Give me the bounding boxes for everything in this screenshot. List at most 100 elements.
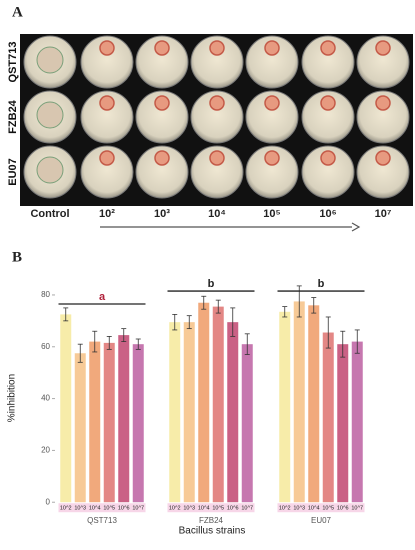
label-strip <box>58 503 146 513</box>
bar-label: 10^6 <box>227 506 239 512</box>
colony <box>154 95 170 111</box>
column-label: 10⁷ <box>375 208 392 220</box>
bar-label: 10^5 <box>322 506 334 512</box>
significance-letter: b <box>208 278 215 290</box>
bar-label: 10^7 <box>132 506 144 512</box>
label-strip <box>277 503 365 513</box>
bar-label: 10^2 <box>60 506 72 512</box>
colony <box>320 150 336 166</box>
colony <box>36 46 64 74</box>
colony <box>375 40 391 56</box>
y-tick-label: 20 <box>41 446 50 455</box>
row-label: EU07 <box>7 158 19 186</box>
row-label: FZB24 <box>7 99 19 134</box>
y-tick-label: 80 <box>41 290 50 299</box>
bar-label: 10^3 <box>74 506 86 512</box>
x-axis-title: Bacillus strains <box>179 526 246 537</box>
x-tick-label: FZB24 <box>199 516 224 525</box>
column-label: 10⁴ <box>208 208 226 220</box>
petri-dish <box>356 90 410 144</box>
bar <box>198 302 210 503</box>
colony <box>264 150 280 166</box>
bar-label: 10^5 <box>212 506 224 512</box>
petri-dish <box>245 145 299 199</box>
bar-label: 10^7 <box>241 506 253 512</box>
petri-dish <box>135 90 189 144</box>
bar-label: 10^7 <box>351 506 363 512</box>
column-label: 10⁶ <box>319 208 336 220</box>
petri-dish <box>80 145 134 199</box>
bar-label: 10^4 <box>308 506 320 512</box>
petri-dish <box>135 145 189 199</box>
bar-label: 10^4 <box>198 506 210 512</box>
bar <box>183 322 195 503</box>
bar <box>60 314 72 503</box>
significance-letter: a <box>99 291 106 303</box>
label-strip <box>167 503 255 513</box>
row-label: QST713 <box>7 42 19 83</box>
colony <box>99 150 115 166</box>
bar-label: 10^3 <box>293 506 305 512</box>
colony <box>320 40 336 56</box>
x-tick-label: EU07 <box>311 516 332 525</box>
bar-label: 10^6 <box>118 506 130 512</box>
petri-dish <box>356 35 410 89</box>
panel-label: A <box>12 4 23 20</box>
bar-label: 10^5 <box>103 506 115 512</box>
colony <box>375 95 391 111</box>
colony <box>375 150 391 166</box>
y-tick-label: 60 <box>41 342 50 351</box>
bar-label: 10^2 <box>169 506 181 512</box>
colony <box>264 95 280 111</box>
panel-label: B <box>12 249 22 265</box>
colony <box>36 156 64 184</box>
column-label: Control <box>30 208 69 220</box>
bar <box>74 353 86 503</box>
colony <box>209 150 225 166</box>
bar-label: 10^3 <box>183 506 195 512</box>
bar <box>293 301 305 503</box>
bar <box>308 305 320 503</box>
petri-dish <box>245 35 299 89</box>
bar <box>241 344 253 503</box>
colony <box>264 40 280 56</box>
column-label: 10² <box>99 208 115 220</box>
bar-label: 10^4 <box>89 506 101 512</box>
bar <box>132 344 144 503</box>
colony <box>209 40 225 56</box>
petri-dish <box>190 145 244 199</box>
bar-label: 10^2 <box>279 506 291 512</box>
colony <box>320 95 336 111</box>
column-label: 10³ <box>154 208 170 220</box>
bar <box>279 311 291 503</box>
petri-dish <box>80 35 134 89</box>
petri-dish <box>301 145 355 199</box>
colony <box>36 101 64 129</box>
bar <box>322 332 334 503</box>
petri-dish <box>80 90 134 144</box>
bar <box>169 322 181 503</box>
bar <box>212 306 224 503</box>
bar <box>89 341 101 503</box>
petri-dish <box>301 90 355 144</box>
petri-dish <box>301 35 355 89</box>
bar-label: 10^6 <box>337 506 349 512</box>
x-tick-label: QST713 <box>87 516 117 525</box>
colony <box>154 150 170 166</box>
significance-letter: b <box>318 278 325 290</box>
bar <box>337 344 349 503</box>
bar <box>351 341 363 503</box>
y-tick-label: 0 <box>46 497 51 506</box>
petri-dish <box>245 90 299 144</box>
colony <box>99 95 115 111</box>
y-axis-title: %inhibition <box>7 374 18 422</box>
colony <box>209 95 225 111</box>
petri-dish <box>356 145 410 199</box>
y-tick-label: 40 <box>41 394 50 403</box>
bar <box>118 335 130 503</box>
colony <box>99 40 115 56</box>
bar <box>103 342 115 503</box>
arrow-head <box>351 222 361 232</box>
petri-dish <box>190 35 244 89</box>
